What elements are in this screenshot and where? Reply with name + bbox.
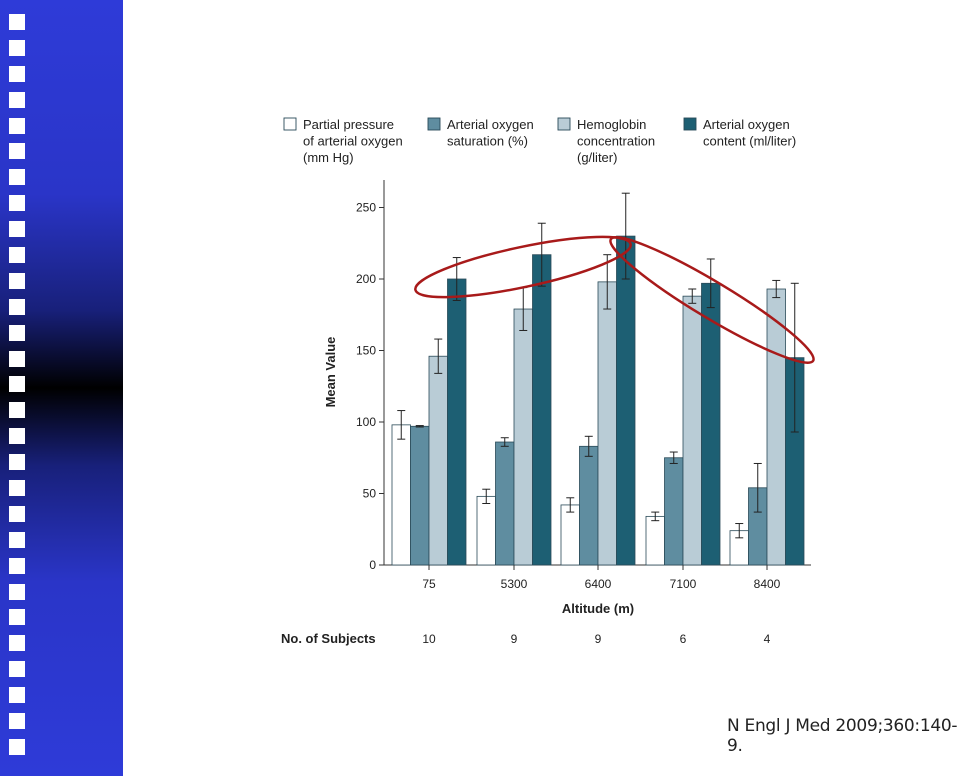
- legend-swatch: [683, 117, 697, 131]
- sidebar-square: [9, 531, 25, 548]
- sidebar-square: [9, 557, 25, 574]
- legend-label: Arterial oxygen: [447, 117, 534, 132]
- subject-count: 9: [511, 632, 518, 646]
- bar: [476, 495, 496, 566]
- sidebar-square: [9, 661, 25, 678]
- sidebar-square: [9, 195, 25, 212]
- legend-label: content (ml/liter): [703, 134, 796, 149]
- x-tick-label: 6400: [585, 577, 612, 591]
- bar: [682, 295, 702, 566]
- legend-label: saturation (%): [447, 134, 528, 149]
- y-tick-label: 50: [363, 487, 377, 501]
- sidebar-square: [9, 635, 25, 652]
- sidebar-square: [9, 454, 25, 471]
- sidebar-square: [9, 298, 25, 315]
- sidebar-square: [9, 169, 25, 186]
- subject-count: 4: [764, 632, 771, 646]
- bar: [579, 445, 599, 566]
- sidebar-square: [9, 376, 25, 393]
- y-tick-label: 200: [356, 272, 376, 286]
- sidebar-square: [9, 713, 25, 730]
- sidebar-square: [9, 738, 25, 755]
- bar: [513, 308, 533, 566]
- legend-label: (g/liter): [577, 150, 617, 165]
- legend-label: (mm Hg): [303, 150, 354, 165]
- sidebar-squares: [9, 14, 27, 765]
- sidebar-square: [9, 402, 25, 419]
- sidebar-square: [9, 272, 25, 289]
- citation-text: N Engl J Med 2009;360:140-9.: [727, 716, 958, 756]
- sidebar-square: [9, 221, 25, 238]
- sidebar-square: [9, 480, 25, 497]
- bar: [532, 254, 552, 566]
- bar: [391, 424, 411, 566]
- sidebar-square: [9, 583, 25, 600]
- y-tick-label: 250: [356, 201, 376, 215]
- bar: [428, 355, 448, 566]
- falling-trend-annotation: [609, 236, 815, 364]
- rising-trend-annotation: [414, 235, 632, 299]
- x-tick-label: 8400: [754, 577, 781, 591]
- subject-count: 10: [422, 632, 436, 646]
- legend-label: of arterial oxygen: [303, 134, 403, 149]
- bar: [645, 515, 665, 566]
- legend-swatch: [557, 117, 571, 131]
- y-tick-label: 100: [356, 415, 376, 429]
- x-tick-label: 75: [422, 577, 436, 591]
- legend-label: concentration: [577, 134, 655, 149]
- sidebar-square: [9, 324, 25, 341]
- x-axis-label: Altitude (m): [562, 601, 634, 616]
- sidebar-square: [9, 687, 25, 704]
- bar: [616, 235, 636, 566]
- bar: [560, 504, 580, 566]
- legend-label: Partial pressure: [303, 117, 394, 132]
- sidebar-square: [9, 350, 25, 367]
- y-axis-label: Mean Value: [323, 337, 338, 408]
- sidebar-square: [9, 65, 25, 82]
- sidebar-square: [9, 143, 25, 160]
- y-tick-label: 150: [356, 344, 376, 358]
- subjects-label: No. of Subjects: [281, 631, 376, 646]
- sidebar-square: [9, 505, 25, 522]
- bar: [597, 281, 617, 566]
- bar: [495, 441, 515, 566]
- sidebar-square: [9, 91, 25, 108]
- subject-count: 6: [680, 632, 687, 646]
- sidebar-square: [9, 39, 25, 56]
- legend-swatch: [427, 117, 441, 131]
- slide-sidebar: [0, 0, 123, 776]
- legend-swatch: [283, 117, 297, 131]
- y-tick-label: 0: [369, 558, 376, 572]
- bar: [664, 457, 684, 566]
- sidebar-square: [9, 117, 25, 134]
- x-tick-label: 7100: [670, 577, 697, 591]
- sidebar-square: [9, 428, 25, 445]
- sidebar-square: [9, 14, 25, 30]
- subject-count: 9: [595, 632, 602, 646]
- legend-label: Hemoglobin: [577, 117, 646, 132]
- sidebar-square: [9, 247, 25, 264]
- legend-label: Arterial oxygen: [703, 117, 790, 132]
- bar: [766, 288, 786, 566]
- bar: [410, 425, 430, 566]
- bar: [701, 282, 721, 566]
- x-tick-label: 5300: [501, 577, 528, 591]
- sidebar-square: [9, 609, 25, 626]
- bar: [447, 278, 467, 566]
